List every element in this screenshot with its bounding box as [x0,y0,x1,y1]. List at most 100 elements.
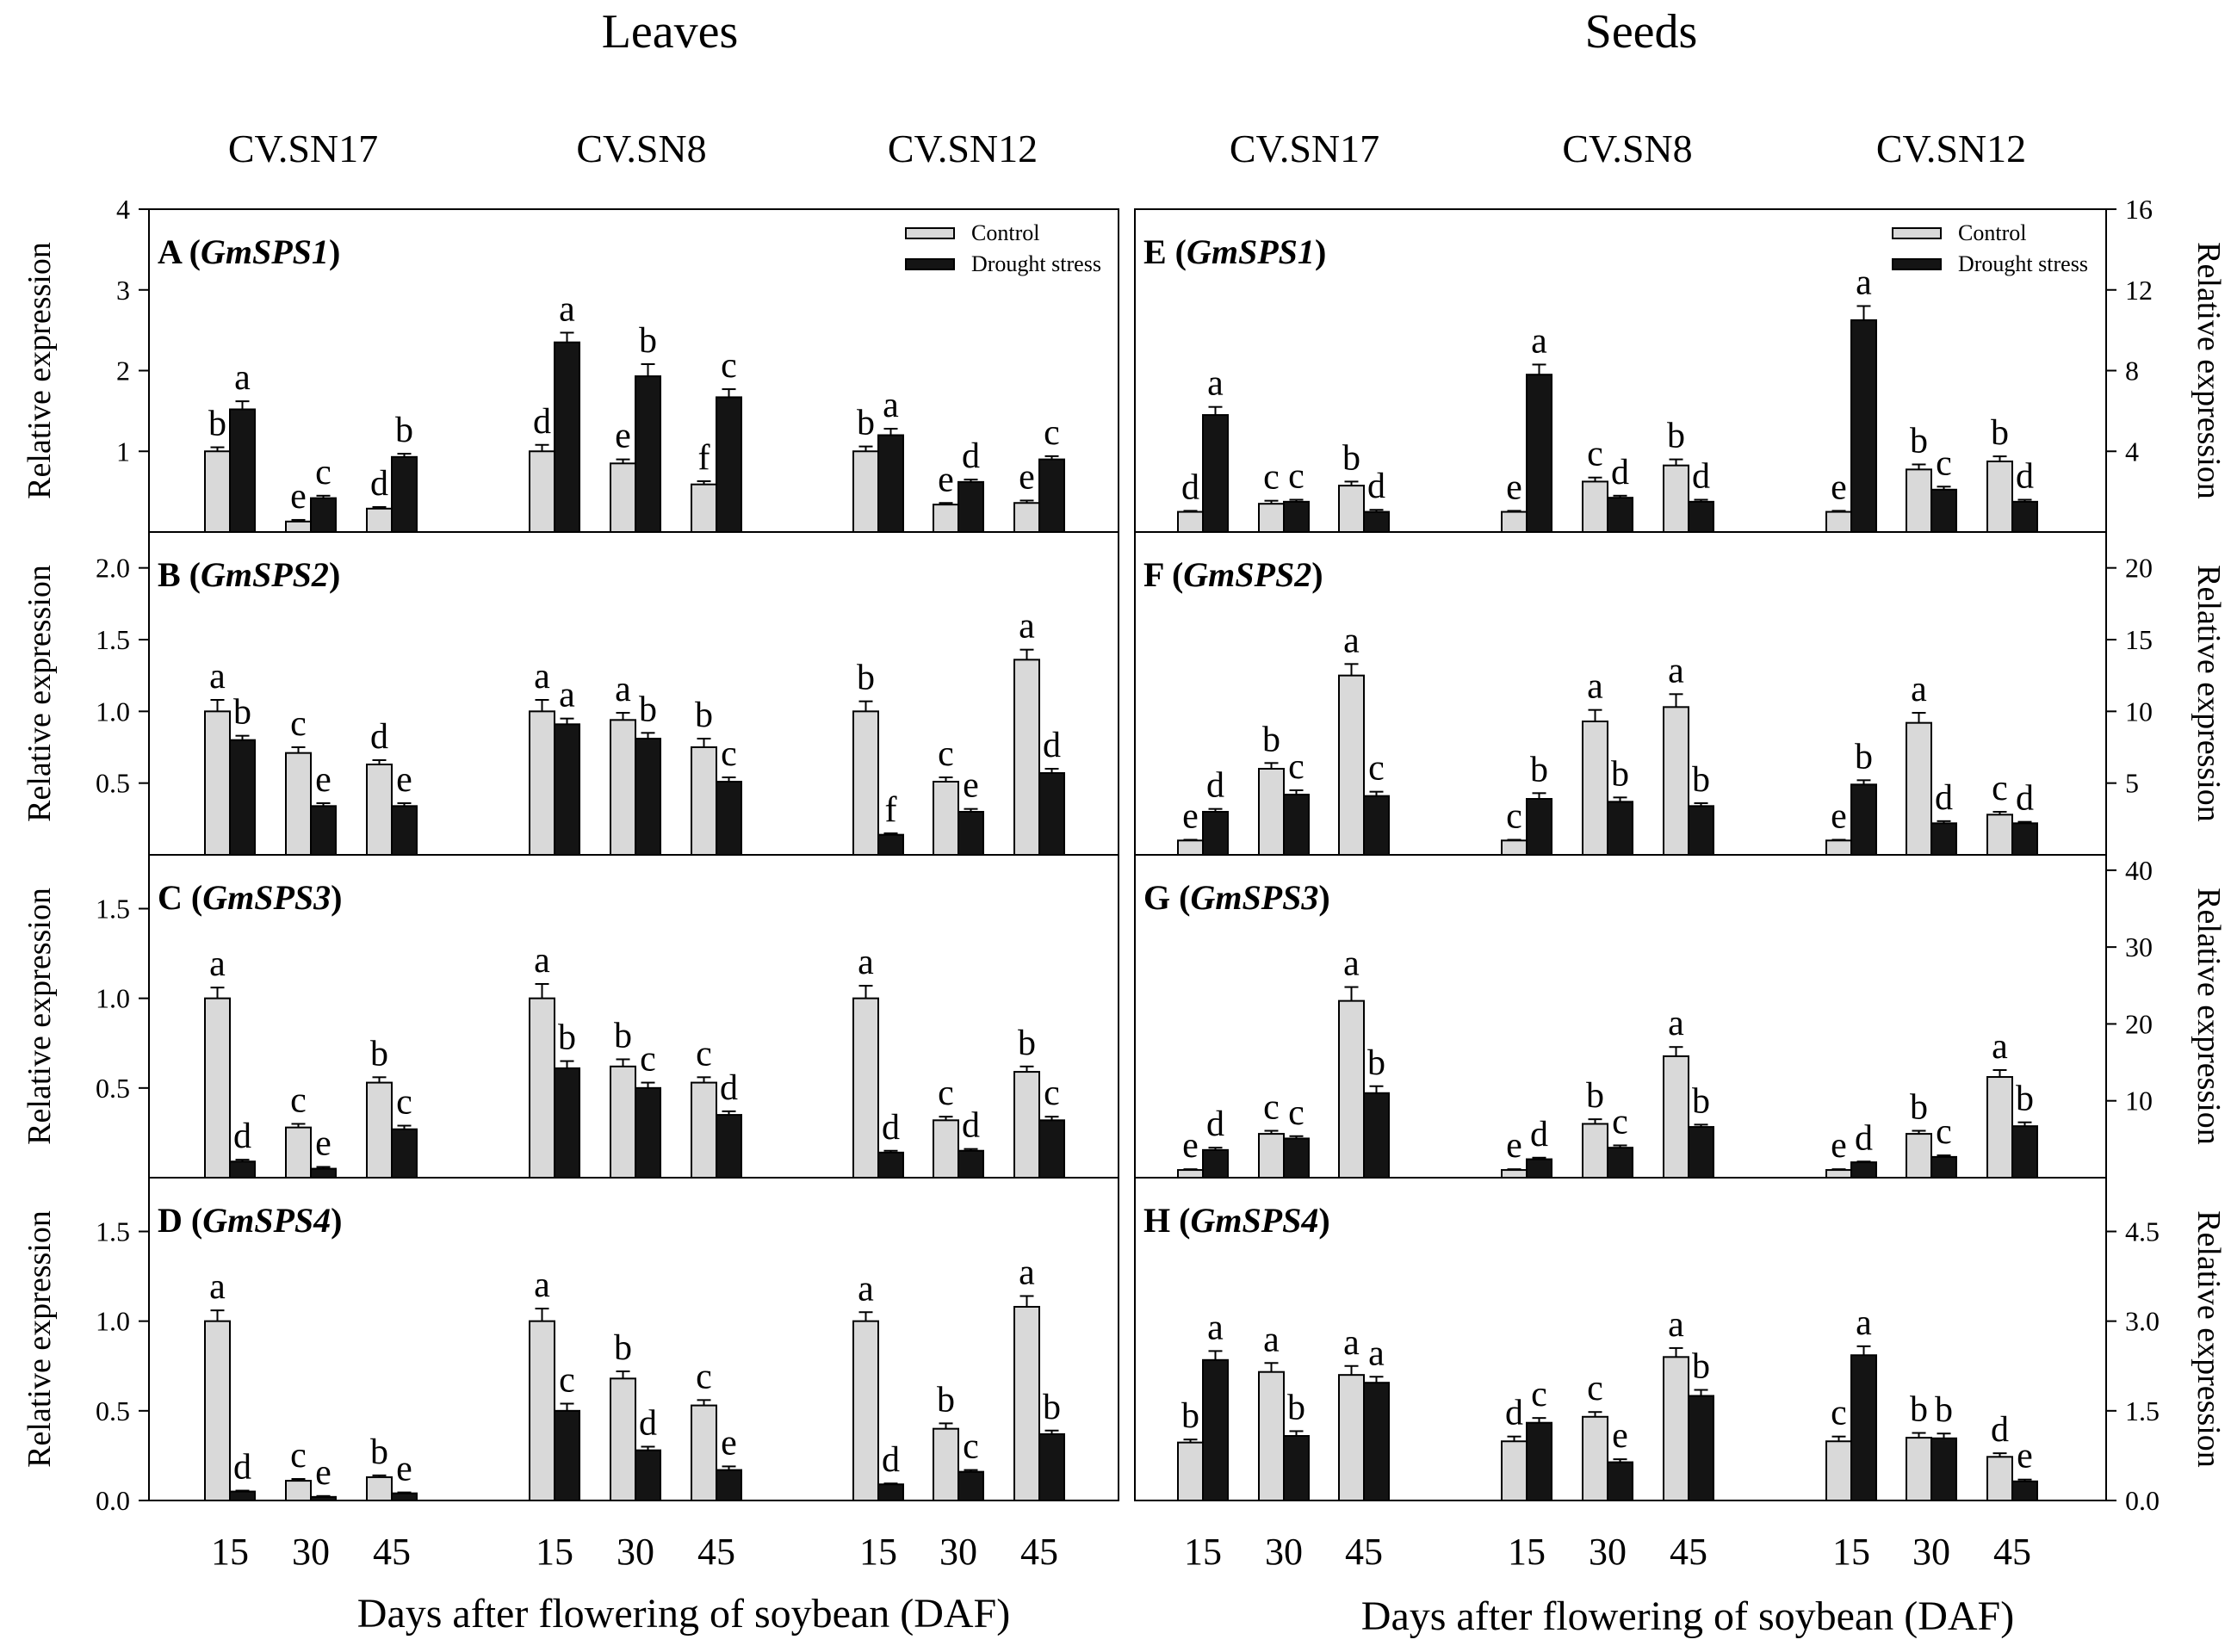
legend-label-control: Control [1958,220,2026,245]
x-tick-label: 30 [1265,1531,1303,1573]
significance-letter: c [721,346,737,386]
drought-bar [229,408,256,533]
significance-letter: b [1692,1081,1710,1121]
gene-name: GmSPS2 [1183,555,1311,594]
significance-letter: e [1019,457,1035,497]
y-axis-title: Relative expression [22,1210,58,1468]
gene-name: GmSPS4 [1190,1201,1318,1240]
panel-letter: C ( [158,878,202,917]
significance-letter: a [615,670,631,709]
significance-letter: c [1263,1088,1280,1128]
y-tick-label: 0.5 [96,1395,130,1426]
y-tick-label: 1.0 [96,983,130,1014]
drought-bar [716,1114,742,1179]
significance-letter: b [1043,1388,1061,1427]
y-tick-label: 10 [2125,1086,2153,1117]
gene-name: GmSPS3 [202,878,331,917]
drought-bar [1930,822,1957,856]
control-bar [1177,839,1204,856]
control-bar [933,504,959,533]
x-tick-label: 45 [373,1531,411,1573]
control-bar [529,997,555,1179]
control-bar [1663,464,1689,533]
x-tick-label: 45 [1670,1531,1707,1573]
significance-letter: b [1910,1390,1928,1430]
control-bar [852,1320,879,1501]
drought-bar [1850,1161,1877,1179]
significance-letter: a [209,657,226,696]
control-bar [1177,1441,1204,1502]
significance-letter: b [1530,750,1548,789]
significance-letter: e [1182,797,1199,837]
significance-letter: b [1935,1390,1953,1430]
panel-b: 0.5 1.0 1.5 2.0 Relative expression B (GmSPS2… [22,531,1119,857]
significance-letter: a [1368,1333,1385,1373]
drought-bar [1850,1354,1877,1501]
leaves-x-axis-title: Days after flowering of soybean (DAF) [357,1591,1010,1637]
control-bar [852,997,879,1179]
control-bar [1338,999,1365,1179]
control-bar [204,710,231,856]
control-bar [1338,1374,1365,1501]
panel-d: 0.0 0.5 1.0 1.5 Relative expression D (GmSPS4… [22,1177,1119,1573]
panel-title: H (GmSPS4) [1143,1201,1330,1240]
panel-letter: F ( [1143,555,1183,594]
panel-letter: B ( [158,555,201,594]
control-bar [933,1427,959,1501]
significance-letter: e [1612,1416,1628,1456]
drought-bar [310,497,337,533]
y-tick-label: 10 [2125,696,2153,727]
drought-bar [716,1469,742,1502]
significance-letter: c [1587,435,1603,474]
significance-letter: a [858,943,874,982]
significance-letter: a [1587,667,1603,707]
significance-letter: c [315,453,332,492]
significance-letter: c [1831,1394,1847,1433]
control-bar [1986,814,2013,856]
y-axis-title: Relative expression [22,242,58,499]
control-bar [1258,503,1285,533]
significance-letter: c [1936,1112,1952,1152]
x-tick-label: 15 [211,1531,249,1573]
significance-letter: c [1936,443,1952,483]
significance-letter: c [938,1073,954,1113]
control-bar [1663,1055,1689,1179]
control-bar [610,1377,636,1502]
significance-letter: b [370,1034,388,1073]
legend-swatch-control [905,227,955,239]
control-bar [1258,1133,1285,1179]
drought-bar [957,480,984,533]
significance-letter: e [396,760,412,800]
x-tick-label: 30 [1912,1531,1950,1573]
significance-letter: a [858,1269,874,1309]
significance-letter: b [1692,760,1710,800]
significance-letter: d [533,402,551,442]
significance-letter: e [1831,467,1847,507]
significance-letter: b [233,693,251,733]
significance-letter: a [1207,1308,1224,1347]
x-tick-label: 15 [1832,1531,1870,1573]
significance-letter: b [1910,1088,1928,1128]
y-tick-label: 0.5 [96,1073,130,1104]
drought-bar [716,781,742,856]
leaves-cultivar-label: CV.SN8 [576,127,706,170]
significance-letter: e [1506,467,1522,507]
control-bar [366,1476,393,1501]
legend-label-drought: Drought stress [1958,251,2088,276]
panel-title-close: ) [1311,555,1323,594]
significance-letter: d [2016,779,2034,819]
x-tick-label: 45 [1020,1531,1058,1573]
significance-letter: b [1018,1024,1036,1063]
drought-bar [2011,1125,2038,1179]
panel-title: D (GmSPS4) [158,1201,342,1240]
control-bar [1338,485,1365,533]
drought-bar [1688,1395,1714,1501]
panel-title: E (GmSPS1) [1143,232,1326,271]
panel-title-close: ) [331,878,342,917]
significance-letter: d [370,464,388,504]
control-bar [1906,721,1932,857]
x-tick-label: 45 [697,1531,735,1573]
significance-letter: d [720,1068,738,1108]
gene-name: GmSPS1 [201,232,329,271]
